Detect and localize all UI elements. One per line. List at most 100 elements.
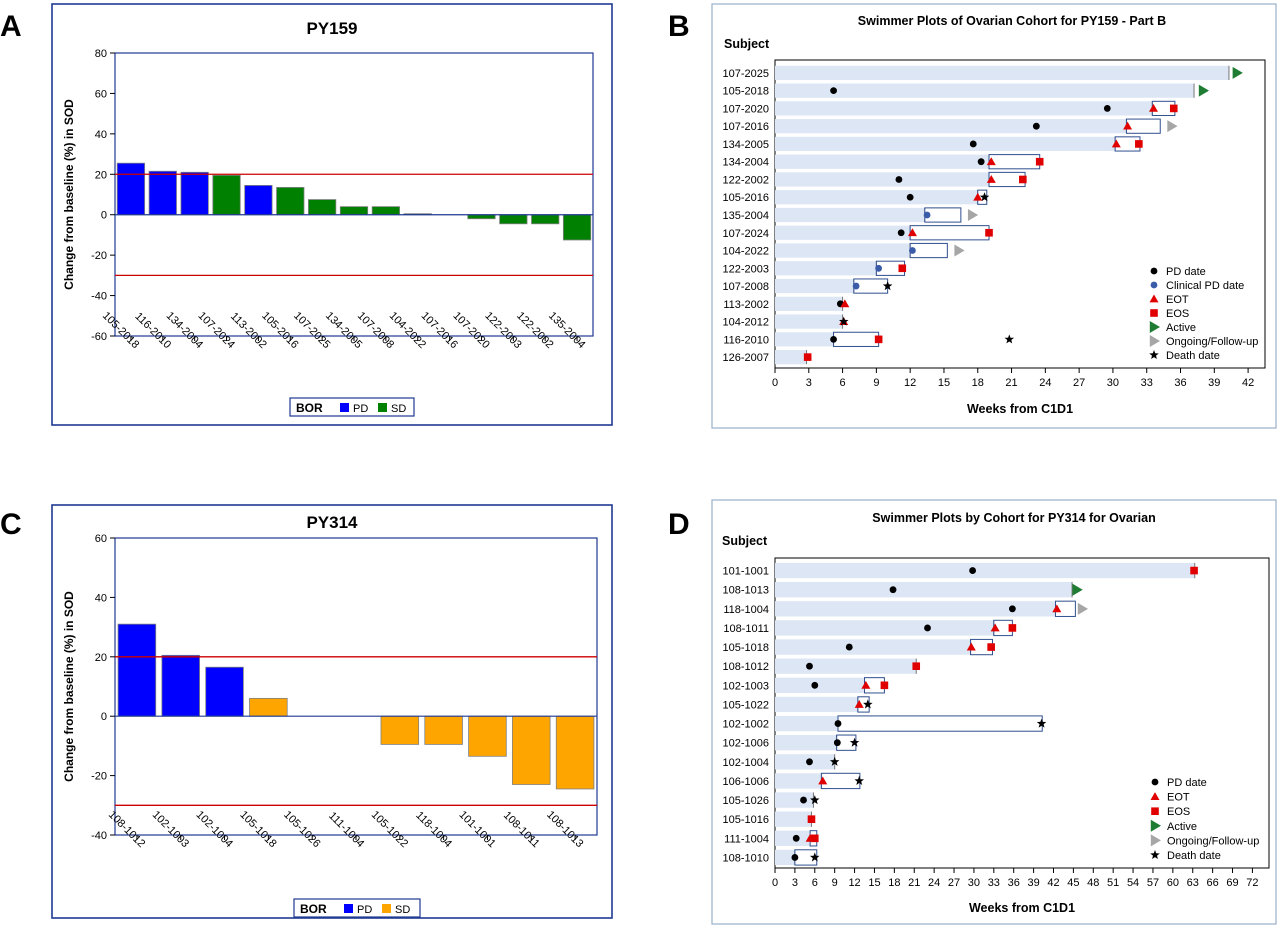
subject-label: 105-2018	[723, 86, 770, 98]
legend-label: Active	[1167, 821, 1197, 833]
y-tick-label: -60	[91, 331, 107, 343]
eot-marker	[854, 699, 864, 708]
subject-label: 105-1022	[723, 699, 770, 711]
treatment-box	[820, 772, 861, 790]
swim-bar	[775, 773, 822, 789]
subject-label: 107-2025	[723, 68, 770, 80]
x-tick-label: 39	[1208, 377, 1220, 389]
swim-bar	[775, 601, 1056, 617]
death-date-marker	[810, 795, 820, 805]
x-tick-label: 3	[806, 377, 812, 389]
bar	[468, 715, 507, 757]
clinical-pd-marker	[909, 247, 916, 254]
swim-bar	[775, 296, 843, 311]
chart-a: PY159806040200-20-40-60105-2018116-20101…	[51, 3, 613, 426]
pd-date-marker	[924, 624, 931, 632]
ongoing-marker	[954, 244, 965, 257]
swim-bar	[775, 582, 1073, 598]
pd-date-marker	[969, 567, 976, 574]
death-date-marker	[829, 756, 840, 766]
swim-bar	[775, 658, 917, 674]
legend-symbol	[1151, 807, 1159, 815]
legend-swatch	[378, 403, 387, 412]
subject-label: 105-2016	[723, 192, 770, 204]
swim-bar	[775, 314, 843, 329]
chart-title: Swimmer Plots of Ovarian Cohort for PY15…	[858, 14, 1166, 28]
eot-marker	[1111, 139, 1121, 148]
bar	[380, 715, 420, 745]
eot-marker	[861, 680, 871, 689]
x-tick-label: 45	[1067, 877, 1079, 889]
x-axis-label: Weeks from C1D1	[967, 402, 1073, 416]
swim-bar	[775, 83, 1195, 98]
eot-marker	[818, 776, 828, 785]
pd-date-marker	[1008, 605, 1016, 613]
subject-label: 105-1026	[723, 795, 770, 807]
pd-date-marker	[806, 662, 813, 670]
bar	[276, 187, 305, 216]
active-marker	[1232, 66, 1243, 79]
treatment-box	[909, 225, 990, 241]
pd-date-marker	[800, 796, 807, 804]
death-date-marker	[849, 737, 860, 747]
subject-label: 104-2012	[723, 317, 770, 329]
pd-date-marker	[906, 193, 914, 201]
x-tick-label: 39	[1027, 877, 1039, 889]
treatment-box	[1125, 118, 1161, 134]
x-tick-label: 42	[1242, 377, 1254, 389]
swim-bar	[775, 65, 1229, 80]
legend: BOR PD SD	[293, 898, 421, 918]
x-tick-label: 66	[1207, 877, 1219, 889]
eot-marker	[990, 623, 1000, 632]
legend-label: Death date	[1166, 350, 1220, 362]
swim-bar	[775, 278, 854, 294]
legend-symbol	[1150, 267, 1158, 275]
treatment-box	[988, 154, 1041, 170]
subject-label: 116-2010	[723, 334, 769, 346]
panel-letter-c: C	[0, 508, 22, 541]
legend-symbol	[1150, 792, 1160, 800]
legend-label: Death date	[1167, 850, 1221, 862]
eos-marker	[1019, 175, 1027, 184]
swim-bar	[775, 754, 835, 770]
legend-symbol	[1150, 834, 1161, 847]
subject-label: 102-1003	[723, 680, 770, 692]
subject-label: 102-1006	[723, 738, 770, 750]
swim-bar	[775, 715, 838, 732]
legend-swatch	[382, 904, 391, 913]
legend-label: Ongoing/Follow-up	[1167, 835, 1259, 847]
subject-label: 108-1011	[723, 623, 769, 635]
legend: BOR PD SD	[289, 397, 415, 417]
swim-bar	[775, 332, 834, 347]
x-tick-label: 30	[968, 877, 980, 889]
eot-marker	[973, 192, 983, 201]
y-tick-label: 20	[95, 652, 107, 664]
y-tick-label: 60	[95, 88, 107, 100]
x-tick-label: 21	[908, 877, 920, 889]
death-date-marker	[863, 699, 873, 709]
swim-bar	[775, 735, 837, 751]
death-date-marker	[810, 852, 820, 862]
active-marker	[1198, 84, 1210, 97]
x-tick-label: 69	[1226, 877, 1238, 889]
eot-marker	[966, 642, 976, 651]
pd-date-marker	[1103, 105, 1111, 112]
swim-bar	[775, 172, 990, 187]
bar	[555, 715, 595, 790]
x-tick-label: 27	[1073, 377, 1085, 389]
swim-bar	[775, 225, 911, 240]
x-tick-label: 0	[772, 377, 778, 389]
x-tick-label: 27	[948, 877, 960, 889]
pd-date-marker	[830, 335, 837, 343]
subject-label: 135-2004	[723, 210, 770, 222]
legend-title: BOR	[300, 902, 327, 916]
subject-label: 105-1018	[723, 642, 770, 654]
bar	[205, 666, 244, 717]
x-tick-label: 30	[1107, 377, 1119, 389]
swim-bar	[775, 849, 795, 866]
subject-label: 104-2022	[723, 246, 770, 258]
pd-date-marker	[977, 158, 985, 166]
active-marker	[1072, 583, 1083, 596]
pd-date-marker	[845, 643, 853, 651]
y-tick-label: 0	[101, 711, 107, 723]
